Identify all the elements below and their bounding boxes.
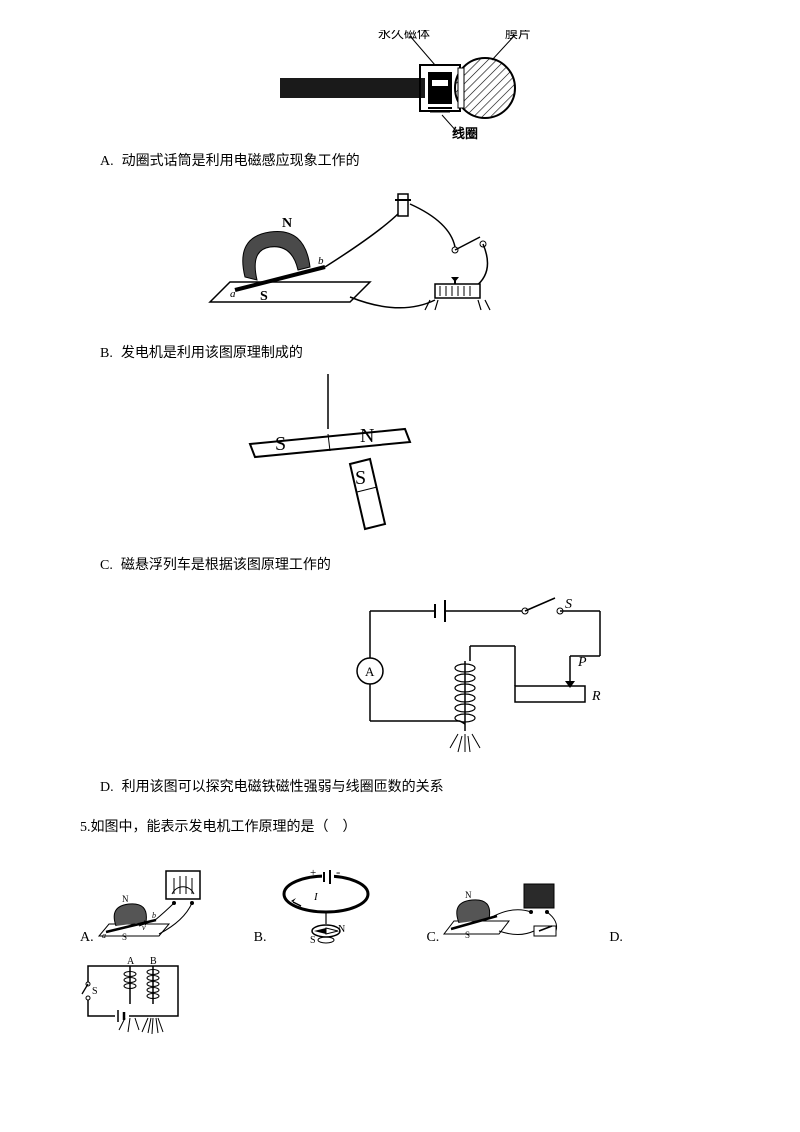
- q5-C-letter: C.: [426, 930, 439, 946]
- q5-A-letter: A.: [80, 930, 94, 946]
- option-D-text: 利用该图可以探究电磁铁磁性强弱与线圈匝数的关系: [122, 776, 444, 796]
- svg-text:A: A: [127, 956, 135, 967]
- svg-text:N: N: [465, 890, 472, 900]
- svg-text:S: S: [355, 467, 366, 489]
- option-B-letter: B.: [100, 346, 113, 362]
- svg-text:+: +: [310, 867, 316, 879]
- svg-text:S: S: [465, 930, 470, 940]
- option-A-text: 动圈式话筒是利用电磁感应现象工作的: [122, 150, 360, 170]
- q5-option-C: C. N S: [426, 866, 569, 946]
- svg-text:a: a: [230, 288, 236, 300]
- svg-text:S: S: [565, 597, 572, 612]
- svg-text:N: N: [122, 894, 129, 904]
- figure-B: N S a b: [200, 182, 720, 332]
- coil-label: 线圈: [452, 126, 478, 140]
- svg-text:S: S: [310, 935, 316, 946]
- figure-C: S N S: [220, 374, 720, 544]
- svg-text:S: S: [92, 986, 98, 997]
- q5-option-B: B. + - I S N: [254, 866, 387, 946]
- figure-D: S A R: [340, 586, 720, 766]
- option-B: B. 发电机是利用该图原理制成的: [100, 342, 720, 362]
- svg-text:b: b: [152, 911, 156, 920]
- microphone-figure: 永久磁体 膜片 线圈: [280, 30, 720, 140]
- svg-text:S: S: [260, 289, 268, 304]
- q5-options-row: A. N S a b v: [80, 866, 720, 946]
- option-A-letter: A.: [100, 154, 114, 170]
- svg-text:B: B: [150, 956, 157, 967]
- q5-option-D-label: D.: [609, 930, 623, 946]
- q5-option-A: A. N S a b v: [80, 866, 214, 946]
- magnet-label: 永久磁体: [378, 30, 430, 41]
- svg-text:a: a: [102, 931, 106, 940]
- option-C-letter: C.: [100, 558, 113, 574]
- option-A: A. 动圈式话筒是利用电磁感应现象工作的: [100, 150, 720, 170]
- option-C-text: 磁悬浮列车是根据该图原理工作的: [121, 554, 331, 574]
- option-C: C. 磁悬浮列车是根据该图原理工作的: [100, 554, 720, 574]
- svg-text:N: N: [360, 425, 374, 447]
- q5-B-letter: B.: [254, 930, 267, 946]
- svg-text:b: b: [318, 255, 324, 267]
- q5-number: 5.: [80, 820, 91, 835]
- svg-text:S: S: [275, 433, 286, 455]
- svg-text:P: P: [577, 655, 587, 670]
- option-B-text: 发电机是利用该图原理制成的: [121, 342, 303, 362]
- q5-text: 如图中，能表示发电机工作原理的是（ ）: [91, 820, 357, 835]
- svg-text:S: S: [122, 932, 127, 942]
- option-D-letter: D.: [100, 780, 114, 796]
- q5-option-D-figure: S A B: [80, 956, 720, 1046]
- svg-text:N: N: [282, 216, 292, 231]
- svg-text:A: A: [365, 664, 375, 679]
- option-D: D. 利用该图可以探究电磁铁磁性强弱与线圈匝数的关系: [100, 776, 720, 796]
- svg-text:I: I: [313, 891, 319, 903]
- svg-text:N: N: [338, 924, 345, 935]
- q5-D-letter: D.: [609, 930, 623, 946]
- question-5: 5.如图中，能表示发电机工作原理的是（ ）: [80, 816, 720, 836]
- svg-text:R: R: [591, 689, 601, 704]
- svg-text:-: -: [336, 866, 340, 879]
- diaphragm-label: 膜片: [505, 30, 531, 41]
